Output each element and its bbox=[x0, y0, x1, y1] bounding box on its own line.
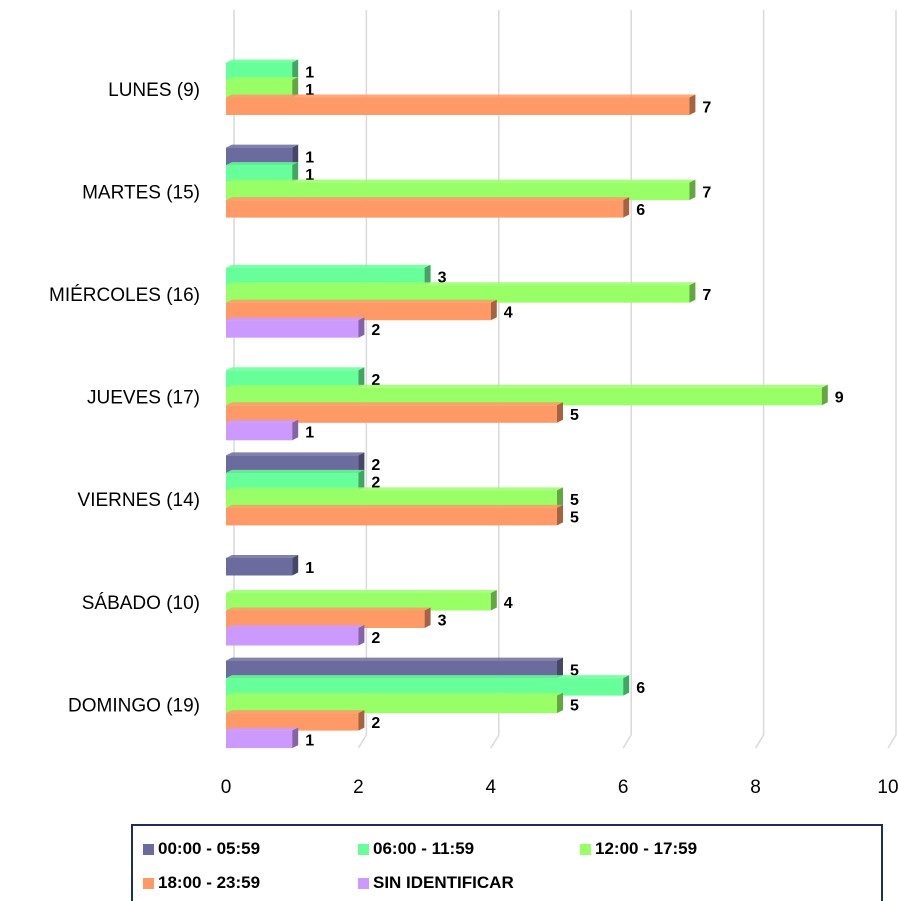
data-label: 5 bbox=[570, 662, 579, 679]
bar bbox=[226, 419, 299, 441]
data-label: 6 bbox=[636, 202, 645, 219]
x-tick-label: 0 bbox=[221, 777, 232, 798]
data-label: 2 bbox=[371, 715, 380, 732]
data-label: 1 bbox=[305, 560, 314, 577]
bar bbox=[226, 504, 563, 526]
bar bbox=[226, 710, 365, 731]
category-label: MARTES (15) bbox=[82, 182, 200, 203]
data-label: 2 bbox=[371, 372, 380, 389]
legend-label: 06:00 - 11:59 bbox=[373, 839, 475, 858]
x-tick-label: 8 bbox=[750, 777, 761, 798]
legend-swatch bbox=[143, 877, 154, 889]
gridline-foot bbox=[887, 734, 897, 749]
data-label: 2 bbox=[371, 457, 380, 474]
bar bbox=[226, 555, 299, 576]
data-label: 1 bbox=[305, 425, 314, 442]
bar bbox=[226, 367, 365, 388]
x-tick-label: 4 bbox=[486, 777, 497, 798]
data-label: 5 bbox=[570, 697, 579, 714]
gridline-foot bbox=[622, 734, 632, 749]
category-label: SÁBADO (10) bbox=[82, 593, 200, 614]
data-label: 5 bbox=[570, 407, 579, 424]
gridline-foot bbox=[357, 734, 368, 749]
bar bbox=[226, 469, 365, 491]
bar bbox=[226, 162, 299, 183]
data-label: 4 bbox=[504, 304, 513, 321]
data-label: 1 bbox=[305, 82, 314, 99]
legend-item: SIN IDENTIFICAR bbox=[358, 873, 514, 893]
gridline-foot bbox=[754, 734, 765, 749]
data-label: 2 bbox=[371, 475, 380, 492]
legend-item: 00:00 - 05:59 bbox=[143, 839, 260, 859]
legend-swatch bbox=[358, 877, 369, 889]
data-label: 4 bbox=[504, 595, 513, 612]
data-label: 9 bbox=[835, 390, 844, 407]
legend-label: 18:00 - 23:59 bbox=[158, 873, 261, 892]
category-label: DOMINGO (19) bbox=[68, 695, 200, 716]
legend-item: 06:00 - 11:59 bbox=[358, 839, 474, 859]
data-label: 6 bbox=[636, 680, 645, 697]
category-label: LUNES (9) bbox=[108, 80, 200, 101]
x-tick-label: 2 bbox=[353, 777, 364, 798]
bar bbox=[226, 282, 696, 303]
bar bbox=[226, 657, 563, 679]
legend-label: 12:00 - 17:59 bbox=[595, 839, 698, 858]
bar bbox=[226, 675, 630, 696]
bar bbox=[226, 727, 299, 749]
gridline-foot bbox=[490, 734, 500, 749]
legend-label: SIN IDENTIFICAR bbox=[373, 873, 514, 892]
x-tick-label: 10 bbox=[877, 777, 898, 798]
data-label: 5 bbox=[570, 510, 579, 527]
bar bbox=[226, 625, 365, 646]
bar bbox=[226, 692, 563, 714]
chart-legend: 00:00 - 05:59 06:00 - 11:59 12:00 - 17:59 1… bbox=[131, 824, 883, 901]
data-label: 5 bbox=[570, 492, 579, 509]
data-label: 7 bbox=[702, 184, 711, 201]
legend-swatch bbox=[143, 843, 154, 855]
data-label: 7 bbox=[702, 287, 711, 304]
legend-item: 18:00 - 23:59 bbox=[143, 873, 260, 893]
data-label: 3 bbox=[438, 269, 447, 286]
bar bbox=[226, 77, 299, 98]
bar bbox=[226, 94, 696, 115]
category-label: JUEVES (17) bbox=[87, 388, 200, 409]
data-label: 2 bbox=[371, 630, 380, 647]
legend-swatch bbox=[580, 843, 591, 855]
bar bbox=[226, 590, 497, 611]
bar bbox=[226, 402, 563, 423]
bar bbox=[226, 197, 630, 218]
data-label: 2 bbox=[371, 322, 380, 339]
category-label: MIÉRCOLES (16) bbox=[49, 285, 200, 306]
data-label: 1 bbox=[305, 149, 314, 166]
bar bbox=[226, 487, 563, 508]
bar bbox=[226, 607, 431, 628]
bar bbox=[226, 299, 497, 321]
data-label: 7 bbox=[702, 99, 711, 116]
bar bbox=[226, 144, 299, 166]
legend-swatch bbox=[358, 843, 369, 855]
data-label: 1 bbox=[305, 64, 314, 81]
bar bbox=[226, 384, 828, 406]
bar bbox=[226, 452, 365, 473]
category-label: VIERNES (14) bbox=[78, 490, 200, 511]
data-label: 1 bbox=[305, 167, 314, 184]
legend-label: 00:00 - 05:59 bbox=[158, 839, 261, 858]
x-tick-label: 6 bbox=[618, 777, 629, 798]
legend-item: 12:00 - 17:59 bbox=[580, 839, 697, 859]
data-label: 1 bbox=[305, 732, 314, 749]
gridlines bbox=[225, 10, 897, 749]
bar bbox=[226, 264, 431, 286]
bar bbox=[226, 59, 299, 80]
bar bbox=[226, 179, 696, 201]
bar bbox=[226, 317, 365, 338]
data-label: 3 bbox=[438, 612, 447, 629]
